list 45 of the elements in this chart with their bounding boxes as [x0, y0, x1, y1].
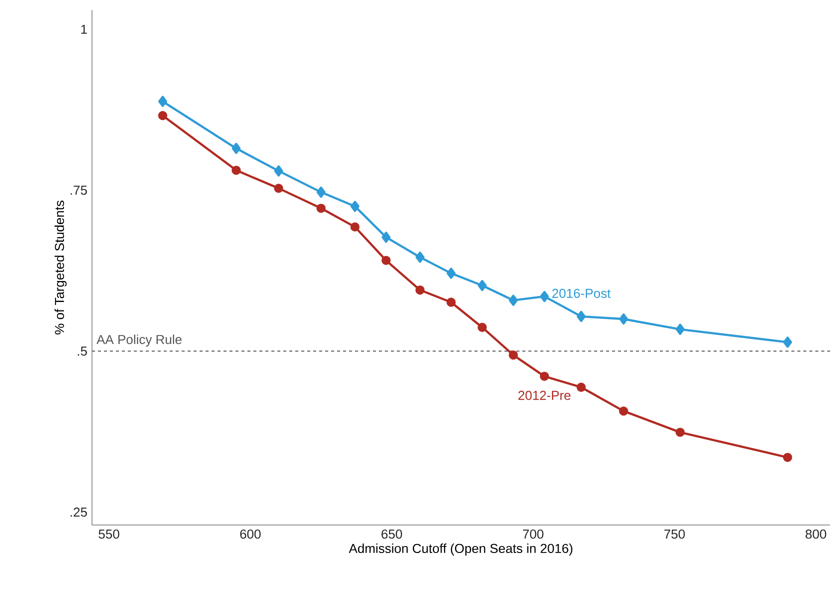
point — [274, 184, 284, 193]
x-tick-label: 700 — [522, 530, 544, 539]
x-tick-label: 750 — [664, 530, 685, 539]
point — [350, 222, 360, 232]
point — [416, 252, 424, 263]
point — [415, 285, 425, 295]
point — [783, 336, 792, 348]
point — [619, 406, 628, 416]
x-tick-label: 800 — [806, 530, 826, 539]
point — [576, 310, 586, 322]
ref-line-label: AA Policy Rule — [96, 334, 182, 347]
point — [446, 298, 456, 307]
point — [232, 142, 241, 154]
point — [676, 324, 685, 335]
point — [576, 382, 586, 392]
point — [619, 313, 628, 325]
x-axis-title: Admission Cutoff (Open Seats in 2016) — [348, 544, 572, 556]
point — [381, 256, 391, 265]
point — [316, 204, 326, 213]
y-tick-label: .5 — [78, 346, 87, 356]
point — [316, 186, 326, 198]
point — [158, 110, 168, 120]
point — [676, 428, 685, 437]
point — [783, 452, 792, 462]
point — [478, 322, 487, 332]
y-tick-label: .75 — [70, 186, 87, 195]
point — [508, 294, 518, 306]
point — [274, 165, 284, 177]
y-tick-label: .25 — [70, 508, 87, 517]
point — [540, 290, 549, 302]
point — [478, 280, 487, 292]
y-tick-label: 1 — [81, 24, 87, 34]
point — [446, 268, 456, 279]
point — [158, 96, 168, 107]
x-tick-label: 600 — [240, 530, 261, 539]
point — [540, 372, 549, 381]
point — [232, 166, 241, 175]
series-label: 2016-Post — [552, 288, 611, 298]
point — [382, 232, 391, 243]
y-axis-title: % of Targeted Students — [54, 200, 67, 334]
point — [350, 200, 360, 212]
series-label: 2012-Pre — [518, 390, 570, 400]
point — [508, 350, 518, 360]
x-tick-label: 650 — [382, 530, 402, 539]
x-tick-label: 550 — [98, 530, 120, 539]
